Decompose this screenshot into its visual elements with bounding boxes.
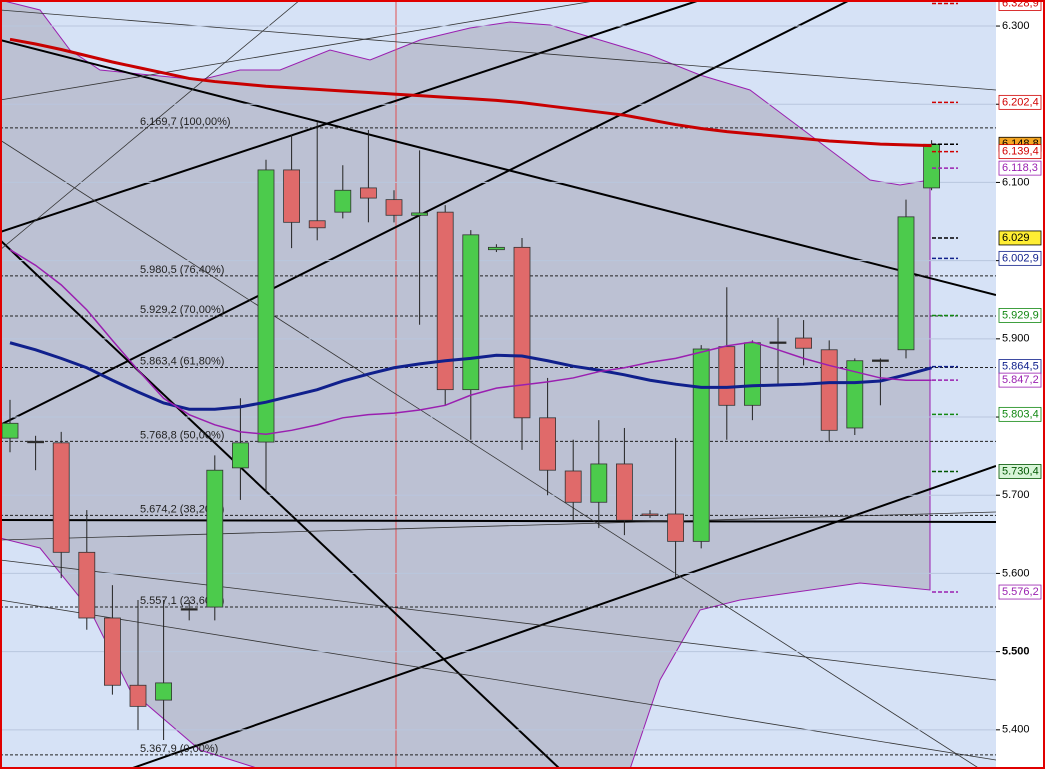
trendline [0, 0, 701, 233]
price-label: 6.202,4 [1002, 96, 1039, 108]
trendlines [0, 0, 996, 769]
price-label-box [998, 144, 1042, 160]
fib-label: 5.768,8 (50,00%) [140, 429, 224, 441]
candle-body [667, 513, 684, 542]
trendline [0, 0, 851, 426]
fib-label: 5.367,9 (0,00%) [140, 743, 218, 755]
candle-body [513, 246, 531, 419]
candle-body [257, 169, 275, 443]
candle-body [27, 440, 45, 444]
data-layer: 6.169,7 (100,00%) 5.980,5 (76,40%) 5.929,2… [0, 2, 996, 756]
fib-label: 5.674,2 (38,20%) [140, 503, 224, 515]
fib-label: 5.980,5 (76,40%) [140, 264, 224, 276]
candle-body [411, 212, 429, 216]
candle-body [52, 442, 70, 553]
thin-line [0, 559, 996, 681]
candle-body [744, 342, 761, 406]
candle-body [769, 341, 787, 344]
candle-body [897, 216, 915, 351]
price-label: 5.847,2 [1002, 374, 1039, 386]
price-label-box [998, 372, 1042, 388]
price-label-box [998, 230, 1042, 246]
thin-line [0, 0, 601, 101]
candle-body [590, 463, 608, 503]
candle-body [616, 463, 633, 521]
price-label: 5.929,9 [1002, 309, 1039, 321]
trendline [0, 39, 996, 296]
trendline [0, 239, 561, 769]
price-label-box [998, 464, 1042, 479]
candle-body [795, 337, 812, 349]
axis-layer: 6.3006.2006.1006.0005.9005.8005.7005.600… [996, 0, 1042, 736]
thin-line [0, 0, 301, 251]
y-tick-label: 5.700 [1002, 489, 1030, 501]
fib-label: 5.557,1 (23,60%) [140, 595, 224, 607]
y-tick-label: 5.500 [1002, 646, 1030, 658]
candle-body [283, 169, 301, 223]
price-label-box [998, 0, 1042, 11]
price-label-box [998, 308, 1042, 323]
candle-body [846, 360, 864, 429]
candle-body [718, 346, 736, 406]
candle-body [180, 608, 198, 611]
y-tick-label: 6.300 [1002, 20, 1030, 32]
series-line [9, 37, 932, 148]
y-tick-label: 5.400 [1002, 724, 1030, 736]
price-label-box [998, 406, 1042, 422]
price-label-box [998, 250, 1042, 266]
candle-body [641, 513, 659, 516]
candle-body [78, 551, 96, 619]
candle-body [923, 143, 940, 189]
price-label-box [998, 94, 1042, 110]
trendline [129, 465, 996, 769]
series-line [9, 341, 932, 411]
price-label: 6.118,3 [1002, 162, 1038, 174]
candle-body [487, 246, 505, 251]
candle-body [385, 199, 403, 216]
candle-body [436, 211, 454, 391]
candle-body [539, 417, 556, 471]
price-label: 6.002,9 [1002, 252, 1039, 264]
candle-body [1, 422, 19, 439]
y-tick-label: 6.100 [1002, 176, 1030, 188]
fib-label: 5.929,2 (70,00%) [140, 304, 224, 316]
y-tick-label: 5.600 [1002, 567, 1030, 579]
price-label: 6.139,4 [1002, 146, 1039, 158]
thin-line [0, 511, 996, 541]
price-label: 5.576,2 [1002, 586, 1039, 598]
thin-lines [0, 0, 996, 769]
fib-label: 6.169,7 (100,00%) [140, 116, 231, 128]
fib-label: 5.863,4 (61,80%) [140, 355, 224, 367]
price-label: 6.029 [1002, 232, 1030, 244]
thin-line [0, 9, 996, 91]
thin-line [0, 139, 981, 769]
series-line [9, 249, 932, 435]
candle-body [462, 234, 480, 391]
price-label: 5.803,4 [1002, 408, 1039, 420]
candle-body [820, 349, 838, 431]
candle-body [231, 442, 249, 469]
candle-body [334, 189, 352, 213]
price-label: 5.730,4 [1002, 465, 1039, 477]
candle-body [129, 684, 147, 707]
y-tick-label: 5.900 [1002, 333, 1030, 345]
price-label: 6.328,9 [1002, 0, 1039, 9]
trendline [0, 519, 996, 523]
candle-body [692, 348, 710, 542]
price-label-box [998, 160, 1042, 176]
candle-body [359, 187, 377, 199]
price-label-box [998, 584, 1042, 600]
thin-line [0, 599, 996, 761]
candle-body [564, 470, 582, 503]
price-label: 5.864,5 [1002, 360, 1039, 372]
candle-body [206, 469, 224, 608]
candle-body [308, 220, 326, 229]
candle-body [872, 359, 889, 362]
candle-body [104, 617, 121, 686]
candle-body [155, 682, 173, 701]
